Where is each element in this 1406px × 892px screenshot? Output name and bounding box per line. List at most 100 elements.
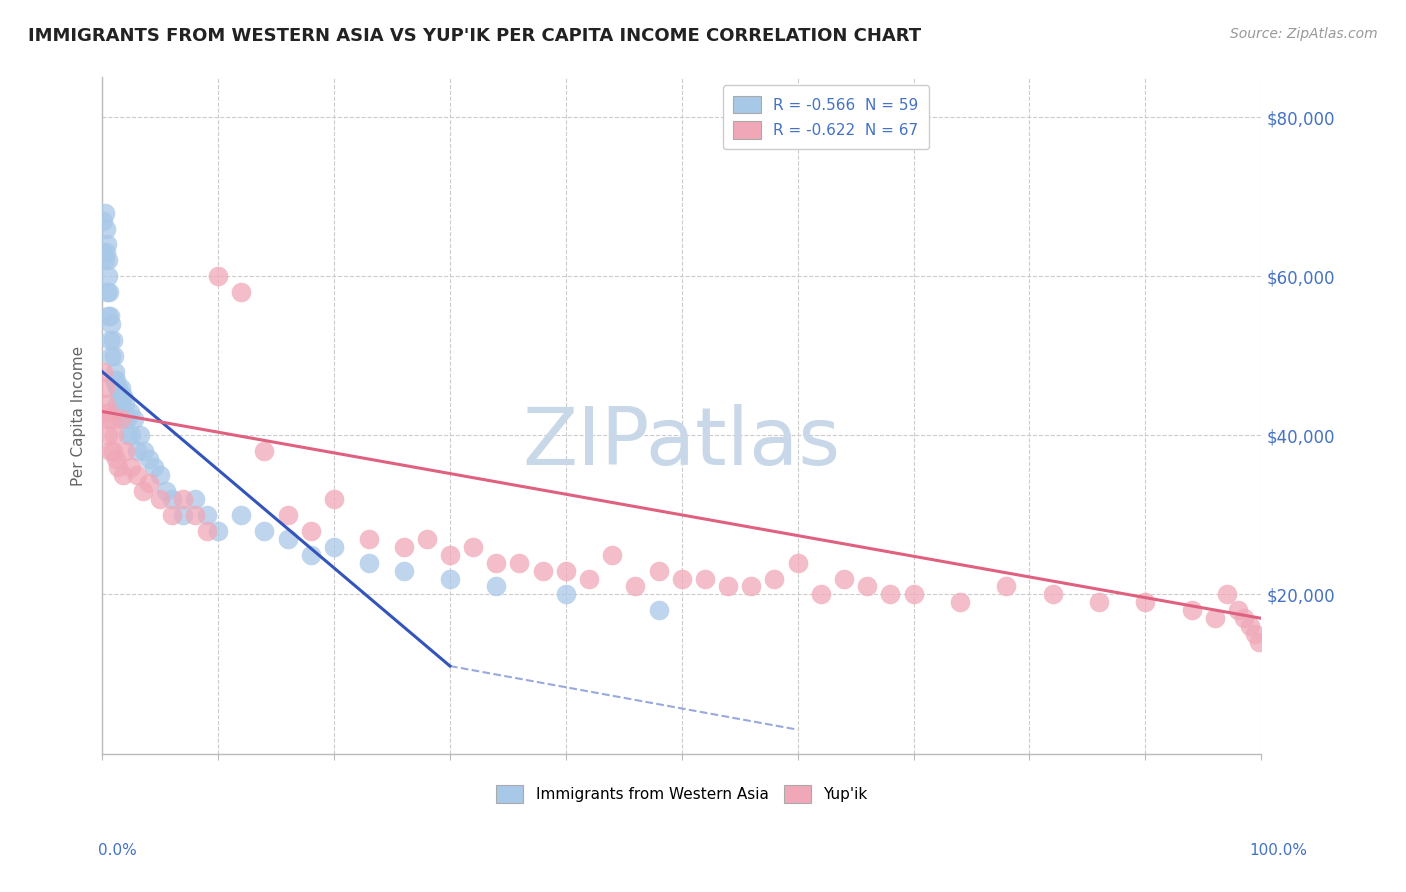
Point	[624, 579, 647, 593]
Point	[125, 444, 148, 458]
Point	[96, 237, 118, 252]
Point	[693, 572, 716, 586]
Point	[184, 508, 207, 522]
Point	[110, 412, 132, 426]
Point	[103, 373, 125, 387]
Point	[110, 396, 132, 410]
Point	[138, 476, 160, 491]
Point	[1239, 619, 1261, 633]
Point	[105, 373, 128, 387]
Point	[100, 349, 122, 363]
Point	[143, 460, 166, 475]
Point	[132, 483, 155, 498]
Point	[98, 285, 121, 300]
Point	[103, 428, 125, 442]
Point	[949, 595, 972, 609]
Point	[903, 587, 925, 601]
Point	[97, 253, 120, 268]
Point	[120, 428, 142, 442]
Point	[647, 564, 669, 578]
Point	[94, 396, 117, 410]
Point	[995, 579, 1018, 593]
Point	[93, 381, 115, 395]
Point	[98, 444, 121, 458]
Point	[110, 381, 132, 395]
Point	[531, 564, 554, 578]
Point	[578, 572, 600, 586]
Point	[810, 587, 832, 601]
Point	[129, 428, 152, 442]
Point	[98, 333, 121, 347]
Y-axis label: Per Capita Income: Per Capita Income	[72, 345, 86, 485]
Point	[508, 556, 530, 570]
Point	[207, 269, 229, 284]
Point	[103, 349, 125, 363]
Point	[111, 404, 134, 418]
Point	[277, 532, 299, 546]
Point	[118, 404, 141, 418]
Point	[107, 381, 129, 395]
Text: ZIPatlas: ZIPatlas	[523, 403, 841, 482]
Point	[115, 412, 138, 426]
Point	[172, 508, 194, 522]
Point	[253, 444, 276, 458]
Text: 0.0%: 0.0%	[98, 843, 138, 858]
Point	[149, 468, 172, 483]
Point	[1088, 595, 1111, 609]
Point	[554, 587, 576, 601]
Point	[207, 524, 229, 538]
Point	[120, 460, 142, 475]
Legend: Immigrants from Western Asia, Yup'ik: Immigrants from Western Asia, Yup'ik	[485, 774, 879, 814]
Point	[114, 444, 136, 458]
Point	[112, 388, 135, 402]
Point	[122, 412, 145, 426]
Point	[231, 285, 253, 300]
Point	[439, 572, 461, 586]
Point	[357, 556, 380, 570]
Point	[717, 579, 740, 593]
Point	[108, 388, 131, 402]
Point	[94, 221, 117, 235]
Point	[93, 365, 115, 379]
Point	[114, 396, 136, 410]
Point	[671, 572, 693, 586]
Point	[1227, 603, 1250, 617]
Point	[96, 412, 118, 426]
Point	[160, 508, 183, 522]
Point	[101, 333, 124, 347]
Point	[155, 483, 177, 498]
Point	[100, 412, 122, 426]
Point	[1204, 611, 1226, 625]
Point	[94, 245, 117, 260]
Point	[1181, 603, 1204, 617]
Point	[832, 572, 855, 586]
Point	[299, 548, 322, 562]
Text: 100.0%: 100.0%	[1250, 843, 1308, 858]
Point	[323, 491, 346, 506]
Point	[97, 428, 120, 442]
Point	[125, 468, 148, 483]
Point	[138, 452, 160, 467]
Point	[104, 365, 127, 379]
Point	[1244, 627, 1267, 641]
Point	[323, 540, 346, 554]
Point	[93, 205, 115, 219]
Point	[93, 213, 115, 227]
Point	[1042, 587, 1064, 601]
Point	[485, 556, 508, 570]
Point	[392, 564, 415, 578]
Point	[101, 444, 124, 458]
Point	[461, 540, 484, 554]
Point	[93, 253, 115, 268]
Point	[97, 269, 120, 284]
Point	[1247, 635, 1270, 649]
Point	[439, 548, 461, 562]
Point	[253, 524, 276, 538]
Point	[1233, 611, 1256, 625]
Point	[160, 491, 183, 506]
Point	[856, 579, 879, 593]
Point	[112, 412, 135, 426]
Point	[96, 285, 118, 300]
Point	[763, 572, 786, 586]
Point	[1215, 587, 1237, 601]
